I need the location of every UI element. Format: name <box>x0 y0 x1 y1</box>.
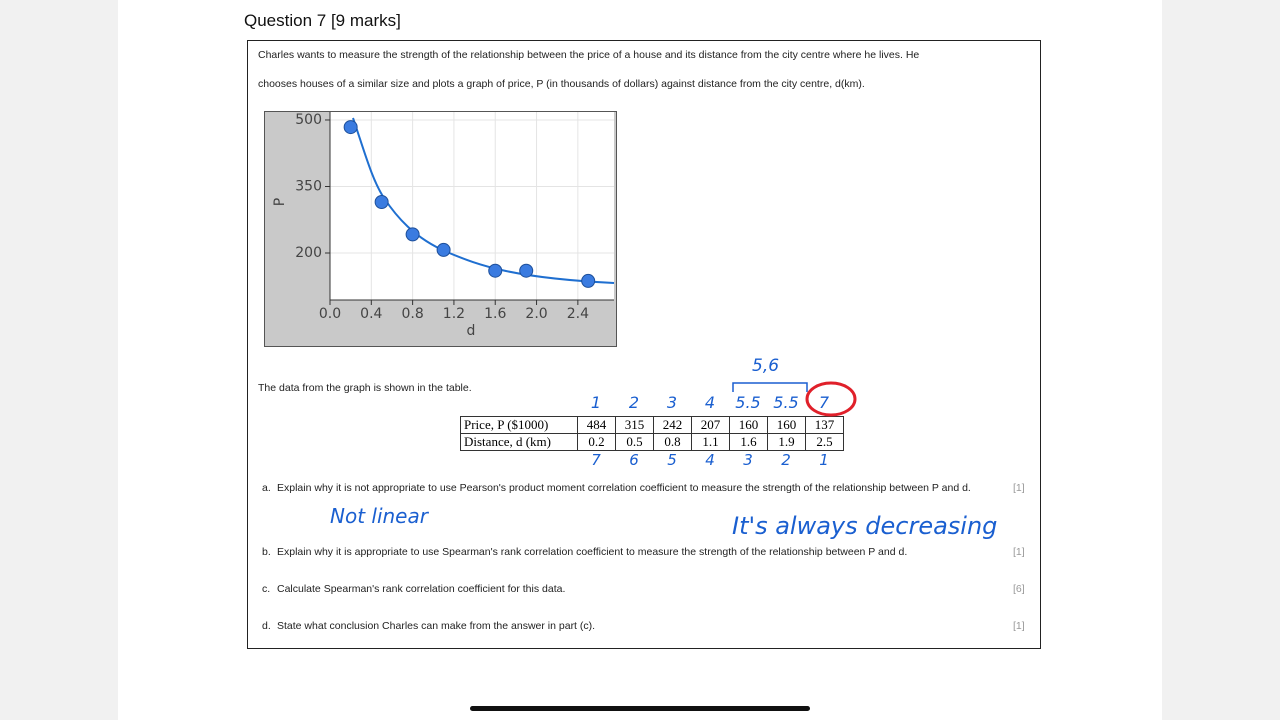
intro-line: Charles wants to measure the strength of… <box>258 49 920 61</box>
table-row: Price, P ($1000) 484 315 242 207 160 160 137 <box>460 416 844 434</box>
question-label: c. <box>262 583 271 595</box>
cell: 160 <box>767 416 806 434</box>
question-marks: [1] <box>1013 620 1025 632</box>
question-label: d. <box>262 620 271 632</box>
cell: 207 <box>691 416 730 434</box>
rank-price: 1 <box>590 393 602 412</box>
cell: 1.1 <box>691 433 730 451</box>
rank-distance: 6 <box>629 451 639 469</box>
rank-distance: 7 <box>591 451 601 469</box>
question-marks: [1] <box>1013 546 1025 558</box>
question-text: State what conclusion Charles can make f… <box>277 620 596 632</box>
rank-distance: 1 <box>819 451 829 469</box>
x-tick-label: 0.0 <box>319 306 341 322</box>
data-point <box>581 273 596 288</box>
cell: 242 <box>653 416 692 434</box>
cell: 0.8 <box>653 433 692 451</box>
x-tick-label: 1.2 <box>443 306 465 322</box>
question-text: Explain why it is not appropriate to use… <box>277 482 971 494</box>
x-tick-label: 2.0 <box>525 306 547 322</box>
rank-price: 5.5 <box>773 393 799 412</box>
question-label: b. <box>262 546 271 558</box>
data-table: Price, P ($1000) 484 315 242 207 160 160 137 Dis… <box>460 416 844 451</box>
table-caption: The data from the graph is shown in the … <box>258 382 472 394</box>
intro-line: chooses houses of a similar size and plo… <box>258 78 865 90</box>
answer-b: It's always decreasing <box>732 512 998 540</box>
data-point <box>405 227 420 242</box>
x-axis-label: d <box>467 323 476 339</box>
data-point <box>519 263 534 278</box>
question-label: a. <box>262 482 271 494</box>
cell: 0.2 <box>577 433 616 451</box>
question-text: Calculate Spearman's rank correlation co… <box>277 583 566 595</box>
question-marks: [1] <box>1013 482 1025 494</box>
rank-price: 2 <box>628 393 640 412</box>
tied-ranks: 5,6 <box>752 356 780 376</box>
cell: 1.9 <box>767 433 806 451</box>
row-header: Distance, d (km) <box>460 433 578 451</box>
question-box <box>247 40 1041 649</box>
rank-distance: 4 <box>705 451 715 469</box>
plot-area <box>330 112 614 300</box>
x-tick-label: 0.4 <box>360 306 382 322</box>
answer-a: Not linear <box>330 504 428 528</box>
rank-distance: 3 <box>743 451 753 469</box>
data-point <box>343 120 358 135</box>
data-point <box>436 242 451 257</box>
rank-price: 7 <box>818 393 830 412</box>
rank-price: 5.5 <box>735 393 761 412</box>
x-tick-label: 1.6 <box>484 306 506 322</box>
question-text: Explain why it is appropriate to use Spe… <box>277 546 908 558</box>
cell: 315 <box>615 416 654 434</box>
heading: Question 7 [9 marks] <box>244 11 401 30</box>
question-marks: [6] <box>1013 583 1025 595</box>
rank-distance: 2 <box>781 451 791 469</box>
rank-price: 4 <box>704 393 716 412</box>
cell: 1.6 <box>729 433 768 451</box>
graph: d P 0.0 0.4 0.8 1.2 1.6 2.0 2.4 200 350 500 <box>264 111 617 347</box>
cell: 484 <box>577 416 616 434</box>
y-tick-label: 350 <box>295 178 322 194</box>
y-axis-label: P <box>272 198 288 206</box>
data-point <box>488 263 503 278</box>
x-tick-label: 0.8 <box>401 306 423 322</box>
rank-price: 3 <box>666 393 678 412</box>
cell: 2.5 <box>805 433 844 451</box>
cell: 160 <box>729 416 768 434</box>
cell: 0.5 <box>615 433 654 451</box>
cell: 137 <box>805 416 844 434</box>
data-point <box>374 195 389 210</box>
table-row: Distance, d (km) 0.2 0.5 0.8 1.1 1.6 1.9 2.5 <box>460 433 844 451</box>
y-tick-label: 500 <box>295 112 322 128</box>
rank-distance: 5 <box>667 451 677 469</box>
y-tick-label: 200 <box>295 245 322 261</box>
row-header: Price, P ($1000) <box>460 416 578 434</box>
x-tick-label: 2.4 <box>567 306 589 322</box>
